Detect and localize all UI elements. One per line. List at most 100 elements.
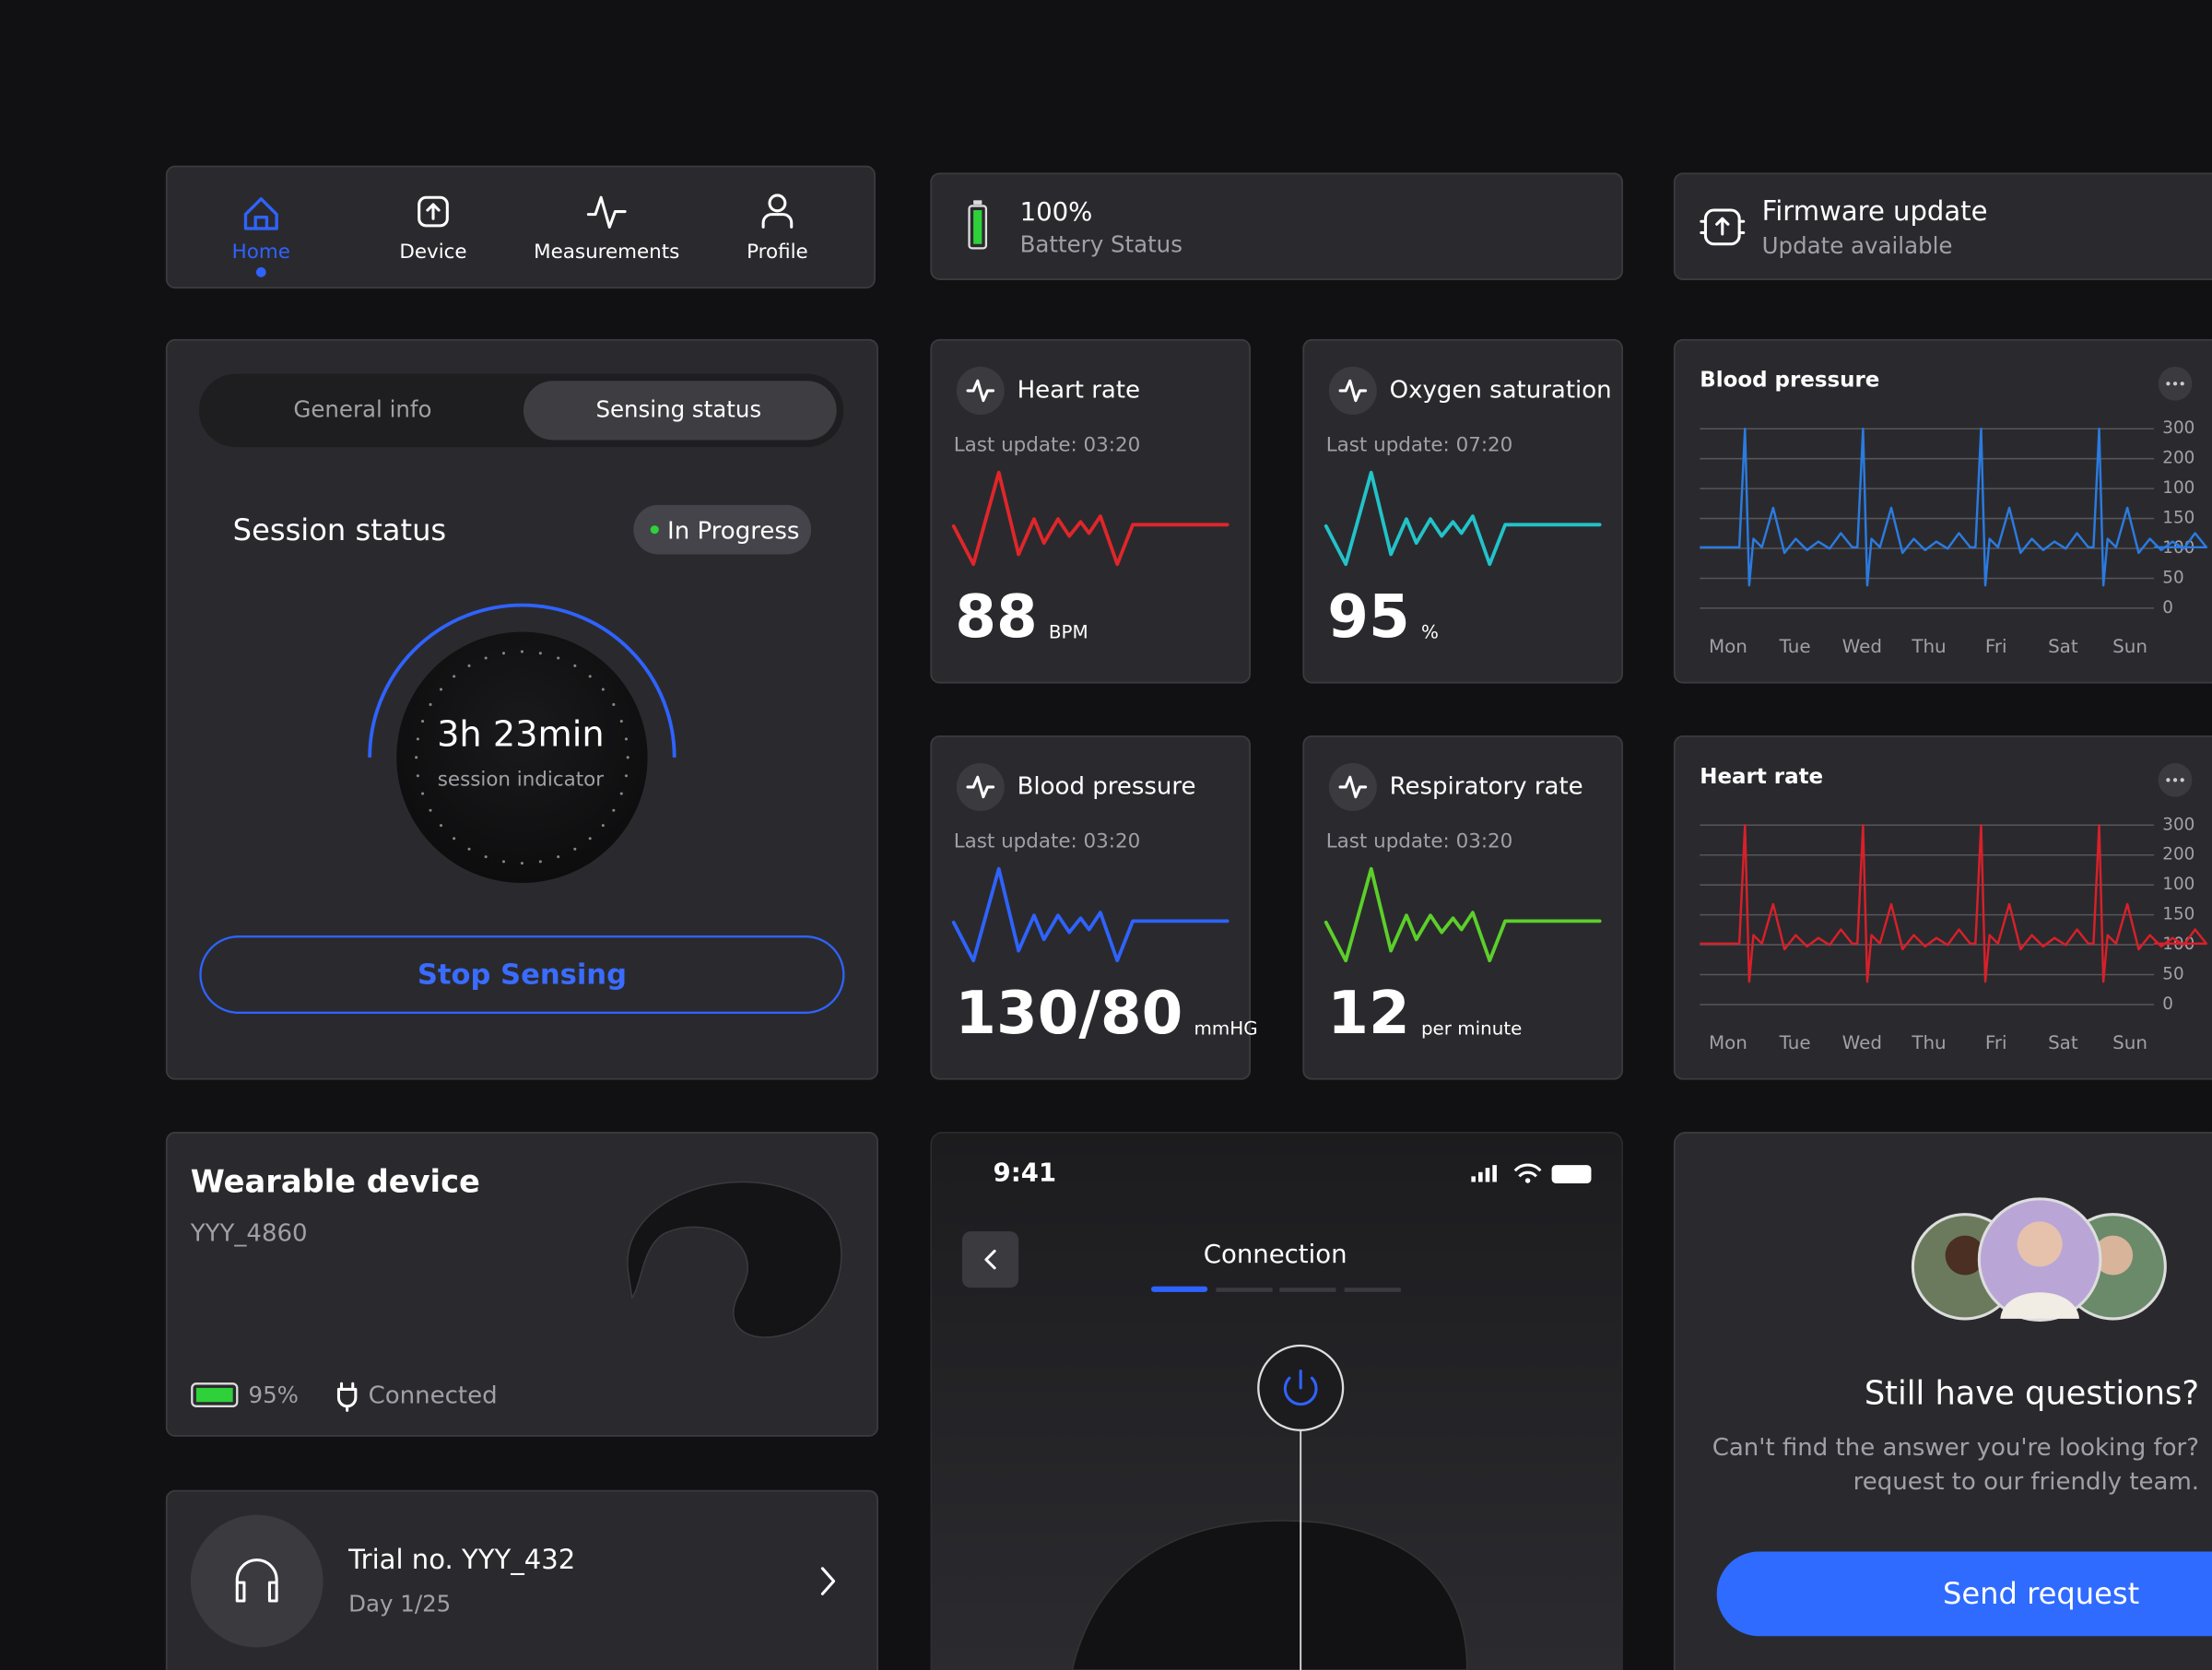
more-dot: [2172, 382, 2178, 386]
dial-dot: [520, 650, 524, 653]
device-status: Connected: [369, 1382, 498, 1410]
metric-title: Heart rate: [1018, 376, 1140, 404]
y-tick-label: 300: [2162, 418, 2194, 438]
y-tick-label: 150: [2162, 509, 2194, 528]
x-tick-label: Fri: [1985, 636, 2007, 657]
dial-dot: [416, 774, 419, 778]
firmware-icon-arrow: [1700, 217, 1746, 236]
progress-arc: [368, 603, 677, 758]
step-active: [1150, 1286, 1208, 1292]
firmware-title: Firmware update: [1762, 195, 1988, 227]
y-tick-label: 100: [2162, 875, 2194, 894]
measurements-icon[interactable]: [586, 195, 627, 229]
metric-card: [1302, 338, 1624, 684]
metric-unit: %: [1421, 622, 1439, 643]
dial-dot: [612, 702, 616, 706]
dial: [396, 631, 648, 884]
avatar-body: [2000, 1292, 2079, 1319]
chevron[interactable]: [820, 1567, 836, 1595]
y-tick-label: 50: [2162, 965, 2183, 984]
more-dot: [2166, 382, 2171, 386]
more-dot: [2180, 778, 2184, 782]
session-time: 3h 23min: [437, 713, 605, 755]
phone-time: 9:41: [994, 1158, 1056, 1187]
dial-dot: [453, 837, 456, 841]
metric-wave: [1324, 866, 1602, 963]
avatar-face: [2017, 1221, 2063, 1267]
dial-dot: [429, 808, 432, 812]
more-dot: [2172, 778, 2178, 782]
battery-icon: [968, 205, 988, 250]
firmware-subtitle: Update available: [1762, 232, 1953, 259]
metric-title: Respiratory rate: [1390, 772, 1583, 800]
generated: Home Device Measurements Profile Heart rate L…: [232, 241, 2212, 1080]
stop-button[interactable]: [199, 935, 845, 1014]
metric-wave: [951, 470, 1230, 567]
support-title: Still have questions?: [1865, 1375, 2199, 1413]
send-button[interactable]: [1716, 1551, 2212, 1637]
dial-dot: [439, 688, 443, 691]
stop-button-label[interactable]: Stop Sensing: [418, 959, 627, 992]
profile-icon-body: [761, 213, 794, 229]
dial-dot: [538, 860, 542, 864]
metric-update: Last update: 03:20: [954, 434, 1141, 457]
profile-icon-head[interactable]: [768, 194, 787, 213]
phone-battery: [1551, 1165, 1592, 1184]
nav-label[interactable]: Home: [232, 241, 290, 264]
avatar-face: [1945, 1235, 1985, 1276]
x-tick-label: Sun: [2112, 636, 2147, 657]
dial-dot: [573, 847, 577, 851]
dial-dot: [588, 837, 592, 841]
home-icon[interactable]: [243, 197, 278, 230]
y-tick-label: 0: [2162, 994, 2173, 1014]
dial-dots: [415, 650, 629, 865]
battery-level: 100%: [1020, 197, 1093, 227]
metric-icon: [966, 775, 995, 799]
nav-label[interactable]: Profile: [747, 241, 808, 264]
dial-dot: [467, 847, 471, 851]
session-title: Session status: [233, 512, 447, 547]
status-dot: [650, 525, 659, 535]
signal: [1478, 1171, 1483, 1182]
tab[interactable]: General info: [293, 395, 431, 422]
signal: [1485, 1168, 1490, 1182]
back-button[interactable]: [961, 1231, 1019, 1288]
metric-icon: [1338, 379, 1368, 403]
dial-dot: [588, 675, 592, 678]
dial-dot: [421, 720, 425, 723]
x-tick-label: Wed: [1842, 636, 1882, 657]
dial-dot: [601, 824, 605, 828]
headphones-icon: [235, 1558, 278, 1603]
firmware-card[interactable]: [1673, 172, 2212, 280]
support-text: request to our friendly team.: [1853, 1468, 2199, 1496]
x-tick-label: Tue: [1779, 1032, 1811, 1053]
dial-dot: [624, 737, 628, 741]
dial-dot: [484, 656, 488, 660]
dial-dot: [624, 774, 628, 778]
tab[interactable]: Sensing status: [595, 395, 761, 422]
firmware-icon: [1703, 208, 1741, 246]
dial-dot: [520, 862, 524, 865]
metric-icon: [1338, 775, 1368, 799]
x-tick-label: Sat: [2048, 636, 2078, 657]
trial-title: Trial no. YYY_432: [347, 1544, 575, 1575]
metric-unit: BPM: [1049, 622, 1088, 643]
x-tick-label: Mon: [1709, 636, 1747, 657]
active-tab: [523, 381, 837, 441]
nav-label[interactable]: Device: [399, 241, 466, 264]
device-battery: 95%: [249, 1382, 299, 1408]
nav-label[interactable]: Measurements: [534, 241, 679, 264]
metric-wave: [1324, 470, 1602, 567]
metric-value: 95: [1327, 582, 1409, 652]
power-icon: [1283, 1370, 1318, 1406]
chart-card: [1673, 735, 2212, 1080]
trial-card[interactable]: [165, 1489, 878, 1670]
x-tick-label: Thu: [1911, 1032, 1946, 1053]
send-button-label[interactable]: Send request: [1943, 1576, 2139, 1611]
device-image: [627, 1181, 842, 1338]
metric-unit: mmHG: [1194, 1018, 1258, 1040]
signal: [1471, 1176, 1476, 1182]
back-arrow: [984, 1249, 996, 1270]
device-icon[interactable]: [418, 195, 449, 228]
